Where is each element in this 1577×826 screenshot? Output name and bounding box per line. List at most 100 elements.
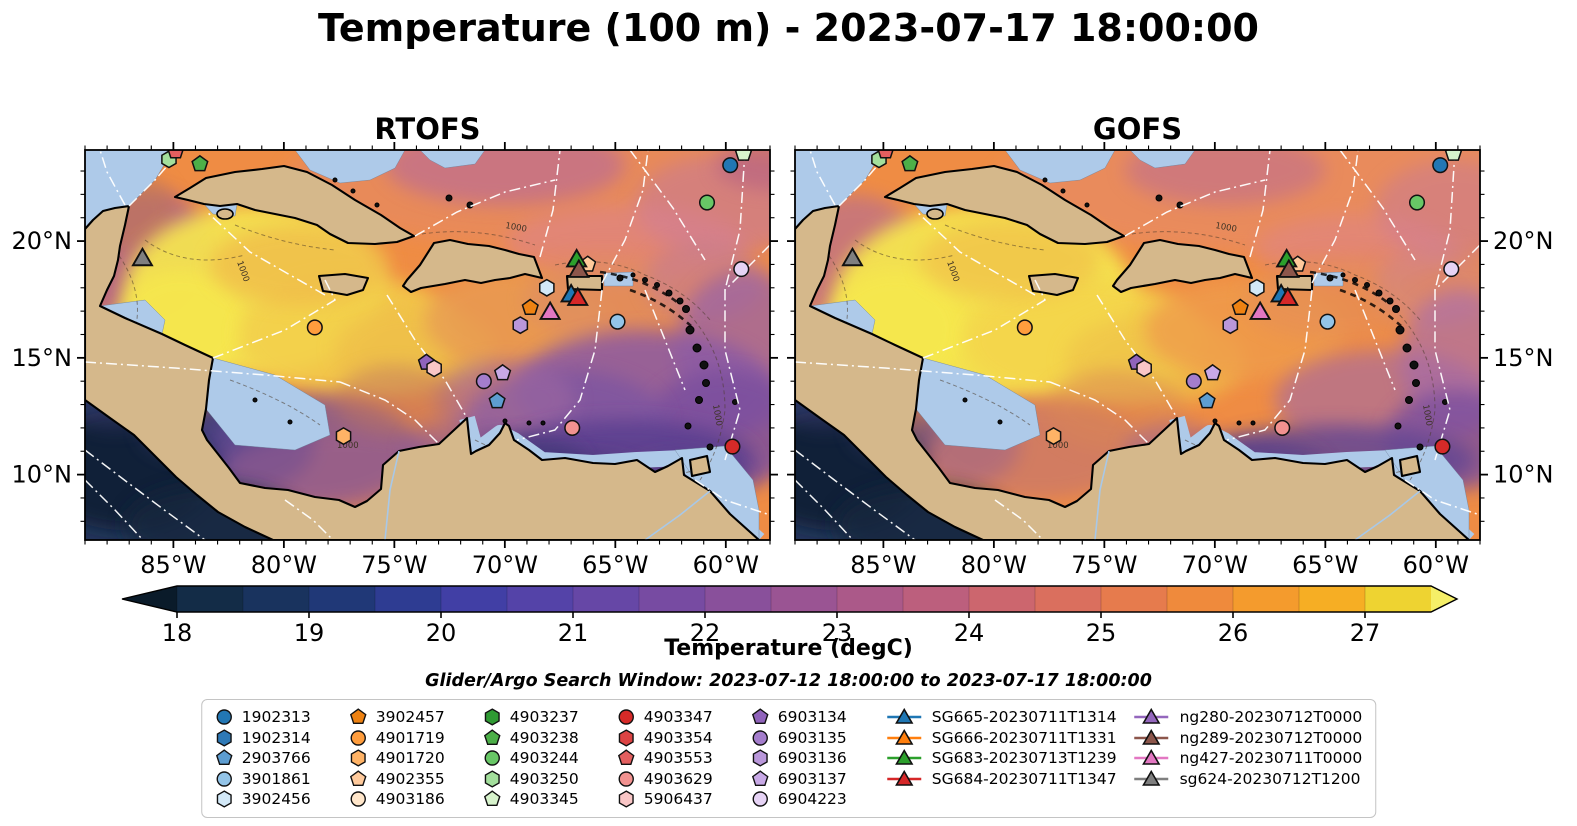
eez-boundary-line [339, 381, 440, 445]
map-rtofs: 2001000100010001000100085°W80°W75°W70°W6… [12, 142, 778, 579]
lon-tick-label: 65°W [1292, 551, 1358, 579]
eez-boundary-line [1049, 381, 1150, 445]
eez-boundary-line [922, 279, 1046, 359]
argo-marker-2903766 [488, 391, 506, 409]
legend-item: SG684-20230711T1347 [885, 769, 1117, 790]
glider-track-icon [1134, 749, 1169, 766]
lon-tick-label: 60°W [1403, 551, 1469, 579]
eez-boundary-line [644, 289, 686, 391]
eez-boundary-line [1434, 150, 1456, 291]
legend-item: 2903766 [215, 748, 333, 769]
legend-label: 4903250 [509, 769, 579, 788]
eez-boundary-line [1226, 289, 1313, 441]
bathy-contour-label: 1000 [1214, 221, 1237, 235]
legend-label: SG666-20230711T1331 [931, 728, 1117, 747]
lon-tick-label: 75°W [1071, 551, 1137, 579]
argo-marker-4903347 [724, 438, 741, 455]
legend-label: 4903354 [643, 728, 713, 747]
lon-tick-label: 60°W [693, 551, 759, 579]
legend-label: SG683-20230713T1239 [931, 749, 1117, 768]
bathy-contour-label: 1000 [1420, 404, 1434, 427]
legend-item: 3901861 [215, 769, 333, 790]
legend-item: 3902456 [215, 789, 333, 810]
map-gofs: 2001000100010001000100085°W80°W75°W70°W6… [787, 142, 1554, 579]
eez-boundary-line [1311, 150, 1359, 284]
legend-label: 4903347 [643, 708, 713, 727]
eez-boundary-line [1339, 150, 1416, 261]
argo-marker-3902457 [521, 298, 539, 315]
eez-boundary-line [85, 361, 341, 383]
hexagon-marker-icon [350, 749, 366, 767]
legend-label: 4903238 [509, 728, 579, 747]
pentagon-marker-icon [215, 749, 233, 766]
legend-item: 1902314 [215, 728, 333, 749]
eez-boundary-line [724, 150, 746, 291]
circle-marker-icon [618, 771, 634, 787]
legend-box: 1902313 1902314 2903766 3901861 3902456 39024… [200, 699, 1377, 818]
argo-marker-3901861 [1319, 313, 1336, 330]
legend-label: ng289-20230712T0000 [1179, 728, 1363, 747]
colorbar-tick-label: 19 [294, 619, 325, 647]
argo-marker-6903136 [512, 316, 529, 335]
eez-boundary-line [1404, 479, 1480, 516]
legend-item: ng289-20230712T0000 [1133, 728, 1363, 749]
argo-marker-6903137 [493, 363, 512, 381]
legend-item: 1902313 [215, 707, 333, 728]
legend-label: 6903134 [777, 708, 847, 727]
lon-tick-label: 80°W [251, 551, 317, 579]
legend-item: 4903553 [617, 748, 735, 769]
pentagon-marker-icon [751, 770, 769, 786]
argo-marker-6903137 [1203, 363, 1222, 381]
legend-label: 6903136 [777, 749, 847, 768]
glider-marker-SG684-20230711T1347 [1276, 286, 1299, 306]
lon-tick-label: 75°W [361, 551, 427, 579]
legend-item: 4903345 [483, 789, 601, 810]
argo-marker-1902313 [1432, 157, 1449, 174]
eez-boundary-line [629, 150, 706, 261]
circle-marker-icon [752, 730, 768, 746]
hexagon-marker-icon [752, 749, 768, 767]
argo-marker-6903136 [1222, 316, 1239, 335]
circle-marker-icon [752, 791, 768, 807]
lon-tick-label: 85°W [850, 551, 916, 579]
landmass [1398, 454, 1422, 478]
argo-marker-4901719 [1016, 319, 1033, 336]
legend-item: SG666-20230711T1331 [885, 728, 1117, 749]
legend-label: 4903244 [509, 749, 579, 768]
circle-marker-icon [618, 709, 634, 725]
colorbar-tick-label: 27 [1350, 619, 1381, 647]
eez-boundary-line [85, 449, 206, 540]
eez-boundary-line [795, 361, 1051, 383]
eez-boundary-line [795, 479, 854, 540]
subplot-title-gofs: GOFS [1092, 112, 1183, 146]
colorbar-tick-label: 26 [1218, 619, 1249, 647]
figure-title: Temperature (100 m) - 2023-07-17 18:00:0… [317, 6, 1259, 50]
pentagon-marker-icon [349, 708, 367, 725]
argo-marker-3902456 [538, 278, 555, 297]
argo-marker-4903238 [191, 154, 209, 172]
legend-label: 3902457 [375, 708, 445, 727]
legend-item: 6903136 [751, 748, 869, 769]
hexagon-marker-icon [618, 790, 634, 808]
legend-item: ng427-20230711T0000 [1133, 748, 1362, 769]
colorbar: 18 19 20 21 22 23 24 25 26 27 [121, 585, 1459, 647]
lon-tick-label: 85°W [140, 551, 206, 579]
argo-marker-4901719 [306, 319, 323, 336]
legend-label: 6903137 [777, 769, 847, 788]
legend-label: SG665-20230711T1314 [931, 708, 1117, 727]
glider-track-icon [886, 749, 921, 766]
argo-marker-4901720 [1045, 427, 1062, 446]
legend-item: 4903237 [483, 707, 601, 728]
pentagon-marker-icon [483, 729, 501, 745]
glider-track-icon [886, 769, 921, 786]
argo-marker-6903135 [1185, 373, 1202, 390]
eez-boundary-line [809, 150, 836, 206]
argo-marker-4903553 [877, 150, 894, 159]
argo-marker-5906437 [1136, 359, 1152, 378]
legend-item: ng280-20230712T0000 [1133, 707, 1362, 728]
glider-marker-sg624-20230712T1200 [131, 246, 154, 267]
eez-boundary-line [206, 211, 326, 296]
eez-boundary-line [414, 179, 556, 237]
legend-label: 4902355 [375, 769, 445, 788]
argo-marker-4903629 [1274, 419, 1291, 436]
